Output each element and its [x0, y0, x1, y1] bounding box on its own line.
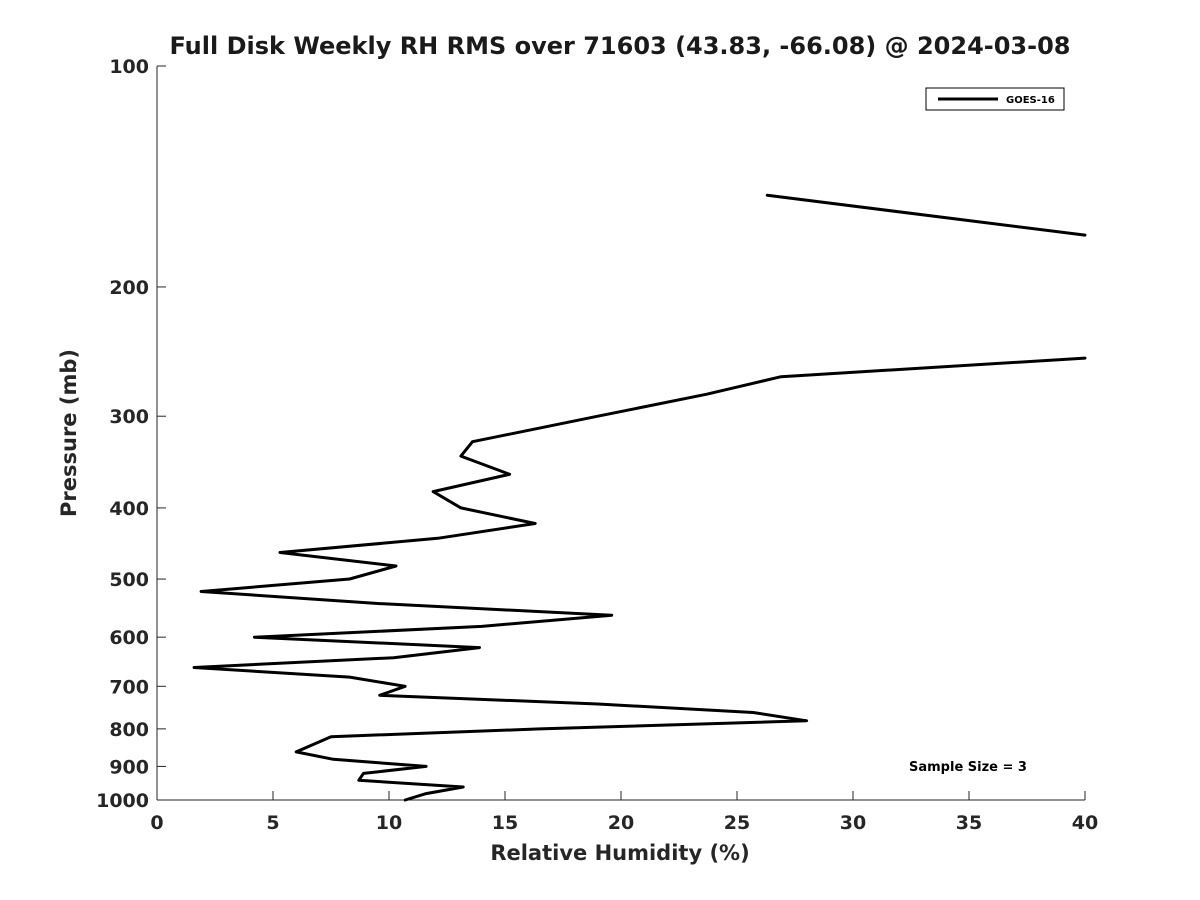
y-tick-label: 100: [109, 56, 149, 78]
y-tick-label: 800: [109, 719, 149, 741]
x-tick-label: 40: [1072, 812, 1098, 834]
y-tick-label: 700: [109, 676, 149, 698]
x-tick-label: 35: [956, 812, 982, 834]
legend: GOES-16: [925, 87, 1065, 111]
x-axis-ticks: 0 5 10 15 20 25 30 35 40: [150, 791, 1098, 834]
y-tick-label: 500: [109, 569, 149, 591]
x-axis-label: Relative Humidity (%): [490, 841, 749, 865]
series-line-segment: [192, 356, 1087, 802]
y-axis-label: Pressure (mb): [57, 349, 81, 517]
y-axis-ticks: 100 200 300 400 500 600 700 800 900 1000: [96, 56, 166, 812]
x-tick-label: 30: [840, 812, 866, 834]
y-tick-label: 900: [109, 756, 149, 778]
x-tick-label: 15: [492, 812, 518, 834]
x-tick-label: 0: [150, 812, 163, 834]
series-line-segment: [765, 193, 1087, 237]
x-tick-label: 20: [608, 812, 634, 834]
y-tick-label: 200: [109, 277, 149, 299]
x-tick-label: 10: [376, 812, 402, 834]
legend-series-label: GOES-16: [1006, 95, 1055, 106]
x-tick-label: 5: [266, 812, 279, 834]
series-layer: [192, 193, 1087, 802]
y-tick-label: 1000: [96, 790, 149, 812]
y-tick-label: 400: [109, 498, 149, 520]
sample-size-annotation: Sample Size = 3: [909, 760, 1027, 775]
y-tick-label: 300: [109, 406, 149, 428]
y-tick-label: 600: [109, 627, 149, 649]
chart-title: Full Disk Weekly RH RMS over 71603 (43.8…: [169, 32, 1070, 60]
x-tick-label: 25: [724, 812, 750, 834]
plot-area: 0 5 10 15 20 25 30 35 40 100 200 300 400 500 600 700 80…: [96, 56, 1098, 834]
